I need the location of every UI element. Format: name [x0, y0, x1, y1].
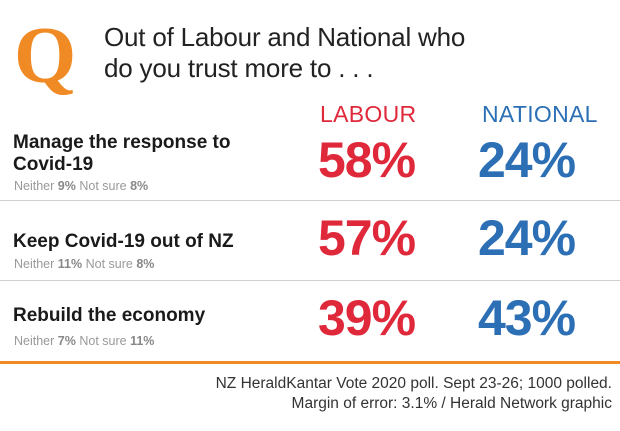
source-note: NZ HeraldKantar Vote 2020 poll. Sept 23-… [216, 374, 612, 414]
title-line-2: do you trust more to . . . [104, 53, 374, 83]
title-line-1: Out of Labour and National who [104, 22, 466, 52]
national-value: 24% [478, 210, 576, 266]
column-header-national: NATIONAL [482, 101, 598, 127]
neither-not-sure: Neither 9% Not sure 8% [14, 179, 149, 193]
column-header-labour: LABOUR [320, 101, 417, 127]
labour-value: 57% [318, 210, 416, 266]
source-line-2: Margin of error: 3.1% / Herald Network g… [291, 395, 612, 412]
row-divider [0, 200, 620, 201]
chart-title: Out of Labour and National who do you tr… [104, 22, 465, 84]
q-logo: Q [14, 12, 77, 100]
national-value: 43% [478, 290, 576, 346]
labour-value: 39% [318, 290, 416, 346]
question-label: Manage the response to Covid-19 [13, 132, 231, 175]
national-value: 24% [478, 132, 576, 188]
question-label: Rebuild the economy [13, 305, 206, 326]
question-label: Keep Covid-19 out of NZ [13, 231, 234, 252]
row-divider [0, 280, 620, 281]
footer-divider [0, 361, 620, 364]
source-line-1: NZ HeraldKantar Vote 2020 poll. Sept 23-… [215, 375, 612, 392]
neither-not-sure: Neither 7% Not sure 11% [14, 334, 155, 348]
neither-not-sure: Neither 11% Not sure 8% [14, 257, 155, 271]
labour-value: 58% [318, 132, 416, 188]
